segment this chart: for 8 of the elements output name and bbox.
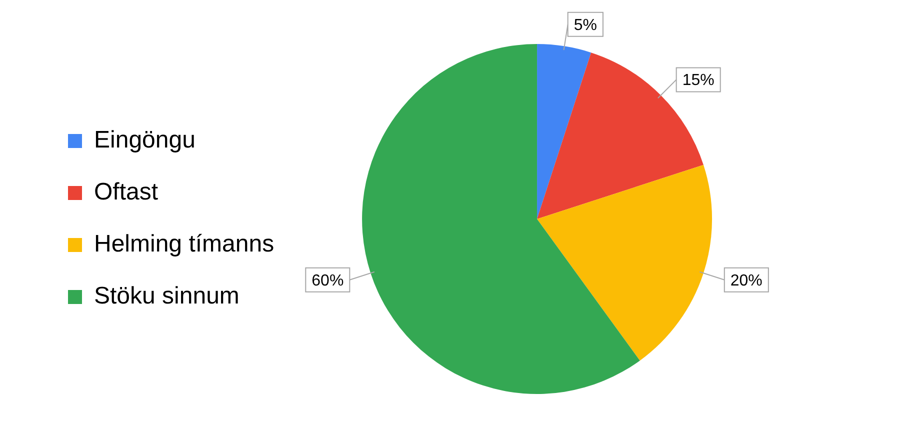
legend-label: Stöku sinnum xyxy=(94,282,240,310)
legend-label: Helming tímanns xyxy=(94,230,274,258)
data-label: 60% xyxy=(312,272,344,290)
legend-label: Oftast xyxy=(94,178,158,206)
data-label: 20% xyxy=(730,272,762,290)
data-label: 5% xyxy=(574,16,597,34)
legend-label: Eingöngu xyxy=(94,126,196,154)
data-label: 15% xyxy=(682,72,714,90)
